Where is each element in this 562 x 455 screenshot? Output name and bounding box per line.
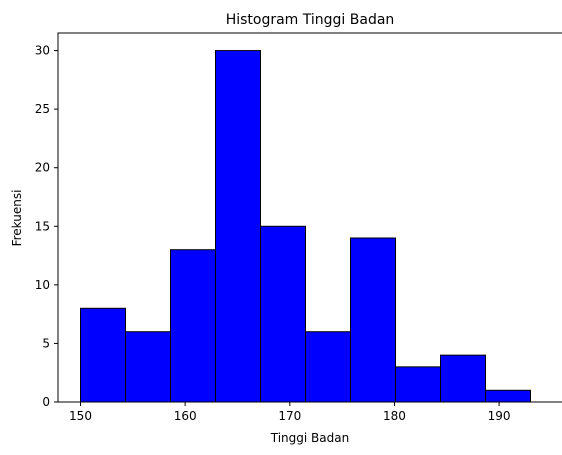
x-tick-label: 160 (174, 409, 197, 423)
y-axis-label: Frekuensi (10, 190, 24, 247)
histogram-bar (170, 249, 216, 403)
y-tick-label: 30 (35, 44, 50, 58)
x-tick-label: 150 (69, 409, 92, 423)
x-tick-label: 180 (383, 409, 406, 423)
histogram-bar (350, 237, 396, 403)
x-axis-label: Tinggi Badan (270, 431, 349, 445)
y-tick-label: 10 (35, 278, 50, 292)
x-tick-label: 190 (488, 409, 511, 423)
histogram-bar (215, 50, 261, 403)
histogram-bar (485, 389, 531, 403)
x-tick-label: 170 (278, 409, 301, 423)
histogram-bar (305, 331, 351, 403)
histogram-bar (80, 307, 126, 403)
histogram-bar (125, 331, 171, 403)
y-tick-label: 15 (35, 219, 50, 233)
y-tick-label: 20 (35, 161, 50, 175)
plot-frame (57, 32, 562, 403)
y-tick-label: 0 (42, 395, 50, 409)
histogram-bar (260, 225, 306, 403)
y-axis-ticks: 0 5 10 15 20 25 30 (35, 44, 58, 409)
y-tick-label: 25 (35, 102, 50, 116)
x-axis-ticks: 150 160 170 180 190 (69, 402, 511, 423)
histogram-bar (395, 366, 441, 403)
y-tick-label: 5 (42, 336, 50, 350)
histogram-bar (440, 354, 486, 403)
bars (80, 50, 531, 403)
chart-title: Histogram Tinggi Badan (226, 12, 395, 28)
